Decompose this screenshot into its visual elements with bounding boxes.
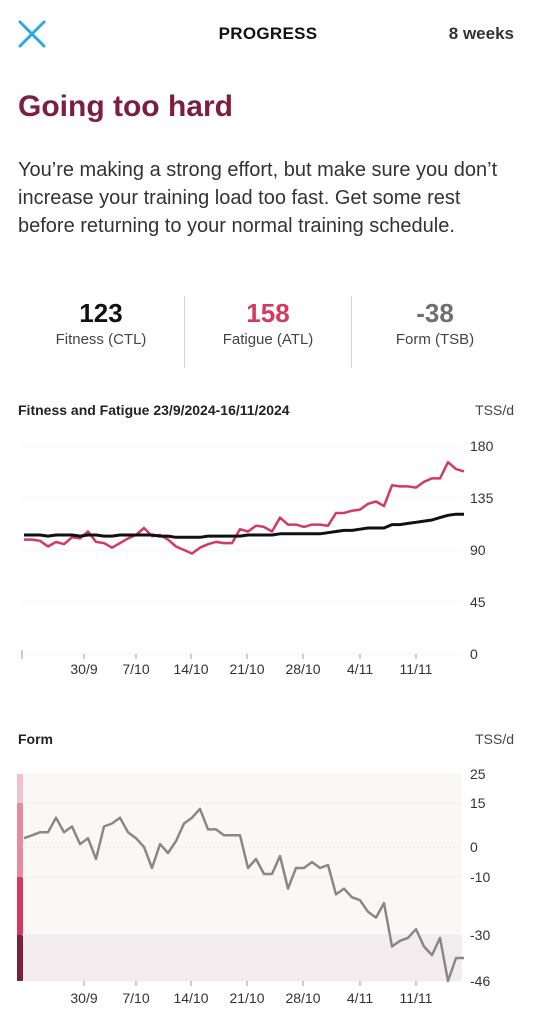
fitness-fatigue-chart[interactable]: 180 135 90 45 0 30/9 7/10 14/10 21/10 28/10 4/11 11… (0, 430, 536, 700)
zone-color-bar (17, 877, 23, 935)
metric-label: Fitness (CTL) (55, 331, 147, 348)
form-chart-title: Form (18, 731, 53, 747)
x-tick-label: 4/11 (347, 990, 373, 1006)
metric-value: 158 (246, 298, 290, 328)
x-tick-label: 14/10 (173, 661, 208, 677)
status-headline: Going too hard (18, 90, 233, 123)
x-tick-label: 7/10 (122, 990, 149, 1006)
x-tick-label: 30/9 (70, 990, 97, 1006)
metric-fitness: 123 Fitness (CTL) (18, 296, 184, 368)
y-tick-label: 15 (470, 795, 486, 811)
metric-fatigue: 158 Fatigue (ATL) (184, 296, 351, 368)
y-tick-label: 90 (470, 542, 486, 558)
x-tick-label: 21/10 (229, 990, 264, 1006)
close-x-icon[interactable] (16, 18, 48, 50)
x-tick-label: 11/11 (400, 661, 433, 677)
x-tick-label: 7/10 (122, 661, 149, 677)
zone-color-bar (17, 803, 23, 877)
y-tick-label: 0 (470, 646, 478, 662)
x-tick-label: 4/11 (347, 661, 373, 677)
top-bar: PROGRESS 8 weeks (0, 0, 536, 70)
x-tick-label: 14/10 (173, 990, 208, 1006)
page-title: PROGRESS (218, 24, 318, 43)
time-range-selector[interactable]: 8 weeks (448, 24, 514, 43)
fatigue-series-line (24, 460, 465, 555)
y-tick-label: -10 (470, 869, 490, 885)
x-tick-label: 28/10 (285, 990, 320, 1006)
metrics-summary: 123 Fitness (CTL) 158 Fatigue (ATL) -38 … (18, 296, 518, 368)
y-tick-label: 25 (470, 766, 486, 782)
status-description: You’re making a strong effort, but make … (18, 159, 498, 237)
form-chart-unit: TSS/d (475, 731, 514, 747)
x-tick-label: 30/9 (70, 661, 97, 677)
y-tick-label: 180 (470, 438, 494, 454)
metric-label: Fatigue (ATL) (222, 331, 314, 348)
form-chart[interactable]: 25 15 0 -10 -30 -46 30/9 7/10 14/10 21/10 28/10 4/1… (0, 760, 536, 1022)
y-tick-label: 135 (470, 490, 494, 506)
fitness-series-line (24, 512, 464, 539)
form-series-line (23, 807, 464, 983)
y-tick-label: -30 (470, 927, 490, 943)
x-tick-label: 28/10 (285, 661, 320, 677)
x-tick-label: 21/10 (229, 661, 264, 677)
x-tick-label: 11/11 (400, 990, 433, 1006)
y-tick-label: 45 (470, 594, 486, 610)
zone-color-bar (17, 935, 23, 981)
y-tick-label: 0 (470, 839, 478, 855)
fitness-chart-title: Fitness and Fatigue 23/9/2024-16/11/2024 (18, 402, 290, 418)
metric-form: -38 Form (TSB) (351, 296, 518, 368)
fitness-chart-unit: TSS/d (475, 402, 514, 418)
zone-color-bar (17, 774, 23, 803)
metric-value: 123 (79, 298, 123, 328)
y-tick-label: -46 (470, 973, 490, 989)
metric-value: -38 (416, 298, 454, 328)
metric-label: Form (TSB) (395, 331, 475, 348)
zone-high-risk (22, 935, 462, 981)
